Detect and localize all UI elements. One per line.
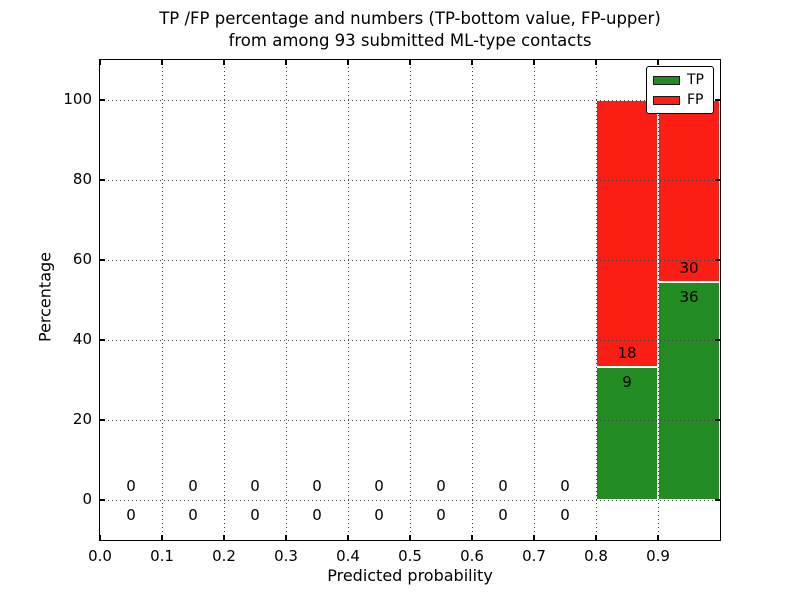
x-tick-label-0.5: 0.5 — [398, 547, 422, 565]
tick-y-right-100 — [715, 99, 720, 101]
legend-label-tp: TP — [687, 72, 704, 88]
legend-tp-swatch-icon — [653, 75, 680, 85]
legend-item-fp: FP — [653, 93, 713, 107]
chart-title-line2: from among 93 submitted ML-type contacts — [228, 31, 592, 50]
x-tick-label-0.1: 0.1 — [150, 547, 174, 565]
x-tick-label-0.2: 0.2 — [212, 547, 236, 565]
gridline-x-0.5 — [409, 60, 411, 540]
y-tick-label-20: 20 — [72, 410, 92, 428]
y-tick-label-0: 0 — [82, 490, 92, 508]
count-label-tp-bin-8: 9 — [622, 372, 632, 391]
tick-x-top-0.8 — [595, 60, 597, 65]
chart-title-line1: TP /FP percentage and numbers (TP-bottom… — [159, 9, 661, 28]
gridline-x-0.2 — [223, 60, 225, 540]
count-label-fp-bin-1: 0 — [188, 477, 198, 495]
gridline-x-0.7 — [533, 60, 535, 540]
gridline-x-0.1 — [161, 60, 163, 540]
tick-y-left-80 — [100, 179, 105, 181]
gridline-x-0.3 — [285, 60, 287, 540]
y-tick-label-80: 80 — [72, 170, 92, 188]
tick-x-bottom-0.9 — [657, 535, 659, 540]
count-label-fp-bin-5: 0 — [436, 477, 446, 495]
tick-y-left-60 — [100, 259, 105, 261]
count-label-fp-bin-6: 0 — [498, 477, 508, 495]
x-tick-label-0.8: 0.8 — [584, 547, 608, 565]
tick-y-right-60 — [715, 259, 720, 261]
count-label-fp-bin-7: 0 — [560, 477, 570, 495]
y-tick-label-40: 40 — [72, 330, 92, 348]
bar-tp-bin-9 — [658, 281, 720, 500]
count-label-tp-bin-9: 36 — [679, 287, 699, 306]
x-tick-label-0.6: 0.6 — [460, 547, 484, 565]
tick-x-bottom-0.7 — [533, 535, 535, 540]
count-label-fp-bin-3: 0 — [312, 477, 322, 495]
plot-area: 0 0 0 0 0 0 0 0 0 0 0 0 0 0 0 0 18 9 30 36 0.0 0.1 0.2 0.3 0.4 0.… — [63, 59, 721, 565]
tick-x-bottom-0.4 — [347, 535, 349, 540]
legend-label-fp: FP — [687, 92, 704, 108]
gridline-x-0.4 — [347, 60, 349, 540]
legend: TP FP — [646, 66, 714, 114]
count-label-tp-bin-3: 0 — [312, 506, 322, 524]
count-label-fp-bin-2: 0 — [250, 477, 260, 495]
count-label-tp-bin-1: 0 — [188, 506, 198, 524]
y-tick-label-100: 100 — [63, 90, 92, 108]
gridline-x-0.8 — [595, 60, 597, 540]
tick-x-bottom-0.6 — [471, 535, 473, 540]
legend-item-tp: TP — [653, 73, 713, 87]
x-tick-label-0.9: 0.9 — [646, 547, 670, 565]
tick-y-left-100 — [100, 99, 105, 101]
tick-x-bottom-0.0 — [99, 535, 101, 540]
tick-x-top-0.3 — [285, 60, 287, 65]
x-tick-label-0.4: 0.4 — [336, 547, 360, 565]
tick-x-top-0.9 — [657, 60, 659, 65]
count-label-tp-bin-2: 0 — [250, 506, 260, 524]
x-tick-label-0.0: 0.0 — [88, 547, 112, 565]
tick-x-top-0.6 — [471, 60, 473, 65]
tick-x-bottom-0.8 — [595, 535, 597, 540]
y-axis-label: Percentage — [35, 251, 55, 343]
count-label-tp-bin-5: 0 — [436, 506, 446, 524]
gridline-x-0.9 — [657, 60, 659, 540]
gridline-x-0.6 — [471, 60, 473, 540]
tick-x-bottom-0.3 — [285, 535, 287, 540]
tick-y-left-40 — [100, 339, 105, 341]
tick-y-right-80 — [715, 179, 720, 181]
tick-y-left-20 — [100, 419, 105, 421]
tick-x-bottom-0.2 — [223, 535, 225, 540]
tick-x-top-0.1 — [161, 60, 163, 65]
count-label-tp-bin-6: 0 — [498, 506, 508, 524]
count-label-tp-bin-4: 0 — [374, 506, 384, 524]
chart-title: TP /FP percentage and numbers (TP-bottom… — [90, 8, 730, 52]
tick-x-top-0.5 — [409, 60, 411, 65]
y-tick-label-60: 60 — [72, 250, 92, 268]
bar-fp-bin-8 — [596, 100, 658, 367]
count-label-tp-bin-7: 0 — [560, 506, 570, 524]
tick-x-top-0.4 — [347, 60, 349, 65]
x-tick-label-0.3: 0.3 — [274, 547, 298, 565]
count-label-fp-bin-9: 30 — [679, 258, 699, 277]
tick-x-top-0.0 — [99, 60, 101, 65]
tick-x-bottom-0.1 — [161, 535, 163, 540]
bar-fp-bin-9 — [658, 100, 720, 282]
x-axis-label: Predicted probability — [327, 566, 493, 585]
tick-y-right-40 — [715, 339, 720, 341]
tick-x-bottom-0.5 — [409, 535, 411, 540]
count-label-tp-bin-0: 0 — [126, 506, 136, 524]
count-label-fp-bin-8: 18 — [617, 343, 637, 362]
tick-y-right-20 — [715, 419, 720, 421]
tick-x-top-0.2 — [223, 60, 225, 65]
tick-y-left-0 — [100, 499, 105, 501]
count-label-fp-bin-0: 0 — [126, 477, 136, 495]
count-label-fp-bin-4: 0 — [374, 477, 384, 495]
x-tick-label-0.7: 0.7 — [522, 547, 546, 565]
tick-y-right-0 — [715, 499, 720, 501]
tick-x-top-0.7 — [533, 60, 535, 65]
legend-fp-swatch-icon — [653, 95, 680, 105]
